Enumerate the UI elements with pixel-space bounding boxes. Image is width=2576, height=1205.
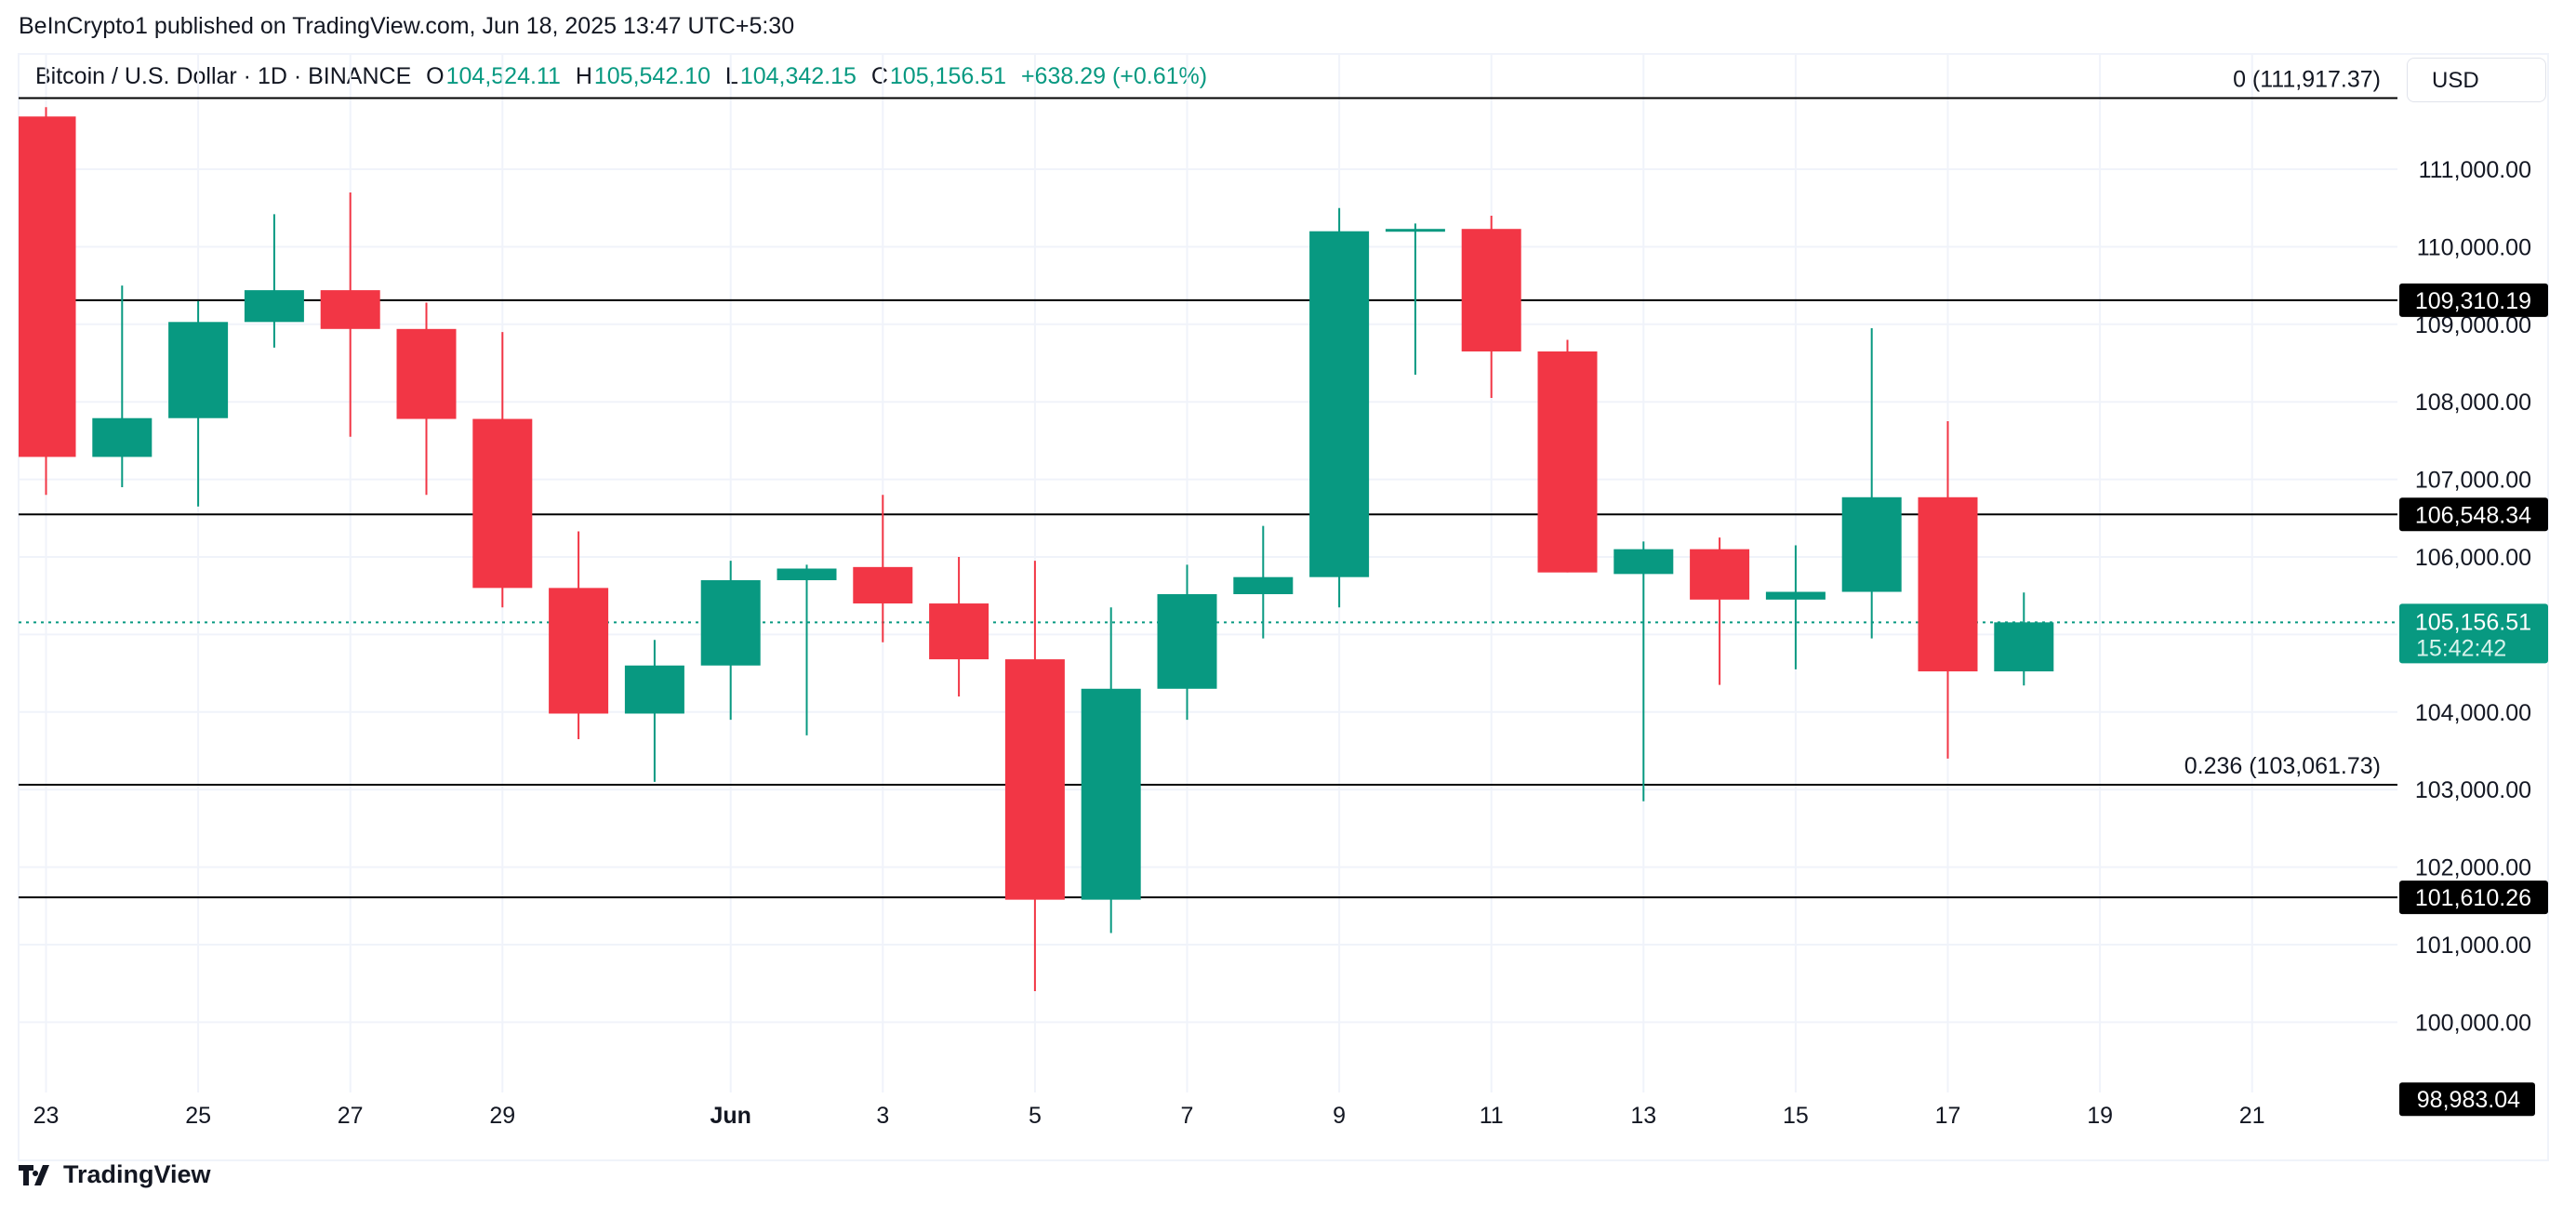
- fib-level-label: 0 (111,917.37): [2233, 66, 2381, 92]
- candle-body-up[interactable]: [1081, 688, 1141, 900]
- y-tick-label: 104,000.00: [2415, 700, 2531, 726]
- currency-button[interactable]: USD: [2407, 58, 2546, 102]
- x-tick-label: 3: [876, 1103, 889, 1129]
- open-label: O: [426, 63, 445, 89]
- x-tick-label: 13: [1630, 1103, 1656, 1129]
- candle-body-down[interactable]: [1004, 659, 1065, 900]
- candle-body-up[interactable]: [1994, 622, 2054, 672]
- candle-body-down[interactable]: [396, 328, 457, 419]
- y-tick-label: 110,000.00: [2417, 234, 2531, 260]
- symbol-name[interactable]: Bitcoin / U.S. Dollar · 1D · BINANCE: [35, 63, 412, 89]
- y-tick-label: 101,000.00: [2415, 933, 2531, 959]
- candle-body-up[interactable]: [1233, 576, 1294, 595]
- x-tick-label: 19: [2087, 1103, 2113, 1129]
- candle-body-down[interactable]: [1461, 229, 1521, 351]
- level-price-tag: [2399, 881, 2548, 915]
- x-tick-label: 29: [489, 1103, 515, 1129]
- x-tick-label: Jun: [710, 1103, 750, 1129]
- x-tick-label: 5: [1029, 1103, 1042, 1129]
- x-tick-label: 11: [1480, 1103, 1504, 1129]
- close-label: C: [870, 63, 888, 89]
- level-price-label: 109,310.19: [2415, 288, 2531, 314]
- tradingview-logo-icon: [19, 1164, 49, 1185]
- low-label: L: [724, 63, 738, 89]
- tradingview-logo[interactable]: TradingView: [19, 1160, 211, 1189]
- bottom-price-tag: [2399, 1082, 2535, 1117]
- symbol-legend: Bitcoin / U.S. Dollar · 1D · BINANCE O 10…: [35, 63, 1209, 90]
- x-tick-label: 17: [1935, 1103, 1961, 1129]
- x-tick-label: 23: [33, 1103, 60, 1129]
- y-tick-label: 106,000.00: [2415, 545, 2531, 571]
- x-tick-label: 21: [2239, 1103, 2265, 1129]
- x-tick-label: 25: [185, 1103, 211, 1129]
- fib-level-label: 0.236 (103,061.73): [2184, 753, 2381, 779]
- candle-body-down[interactable]: [549, 588, 609, 714]
- y-tick-label: 108,000.00: [2415, 390, 2531, 416]
- candle-body-up[interactable]: [244, 290, 304, 323]
- current-price-tag: [2399, 603, 2548, 664]
- change-value: +638.29 (+0.61%): [1020, 63, 1208, 89]
- candle-body-up[interactable]: [1385, 229, 1445, 232]
- candle-body-up[interactable]: [1841, 497, 1902, 592]
- brand-name: TradingView: [63, 1160, 211, 1188]
- candle-body-up[interactable]: [624, 665, 684, 714]
- x-tick-label: 27: [338, 1103, 364, 1129]
- candle-body-down[interactable]: [1918, 497, 1978, 672]
- candle-body-up[interactable]: [92, 417, 153, 457]
- y-tick-label: 107,000.00: [2415, 468, 2531, 494]
- close-value: 105,156.51: [889, 63, 1007, 89]
- level-price-tag: [2399, 497, 2548, 532]
- chart-frame: [18, 53, 2549, 1161]
- candle-body-down[interactable]: [853, 566, 913, 604]
- published-caption: BeInCrypto1 published on TradingView.com…: [19, 13, 795, 39]
- candle-body-down[interactable]: [929, 603, 989, 660]
- bottom-price-label: 98,983.04: [2417, 1087, 2520, 1113]
- x-tick-label: 9: [1333, 1103, 1346, 1129]
- candle-body-up[interactable]: [168, 322, 229, 418]
- candle-body-up[interactable]: [1157, 594, 1217, 689]
- level-price-tag: [2399, 283, 2548, 317]
- candle-body-up[interactable]: [1765, 591, 1826, 600]
- candle-body-up[interactable]: [1613, 549, 1674, 575]
- y-tick-label: 102,000.00: [2415, 855, 2531, 881]
- x-tick-label: 7: [1181, 1103, 1194, 1129]
- level-price-label: 101,610.26: [2415, 885, 2531, 911]
- candle-body-down[interactable]: [1537, 351, 1598, 573]
- candle-body-down[interactable]: [17, 116, 76, 457]
- candle-body-down[interactable]: [320, 290, 380, 329]
- level-price-label: 106,548.34: [2415, 502, 2531, 528]
- x-tick-label: 15: [1783, 1103, 1809, 1129]
- y-tick-label: 111,000.00: [2419, 157, 2531, 183]
- high-value: 105,542.10: [593, 63, 710, 89]
- countdown-label: 15:42:42: [2416, 635, 2506, 661]
- candle-body-up[interactable]: [777, 568, 837, 581]
- high-label: H: [575, 63, 592, 89]
- candle-body-down[interactable]: [1690, 549, 1750, 600]
- candle-body-up[interactable]: [1309, 231, 1370, 577]
- candle-body-down[interactable]: [472, 418, 533, 589]
- candle-body-up[interactable]: [700, 580, 761, 666]
- current-price-label: 105,156.51: [2415, 609, 2531, 635]
- low-value: 104,342.15: [739, 63, 856, 89]
- y-tick-label: 100,000.00: [2415, 1010, 2531, 1036]
- y-tick-label: 103,000.00: [2415, 777, 2531, 803]
